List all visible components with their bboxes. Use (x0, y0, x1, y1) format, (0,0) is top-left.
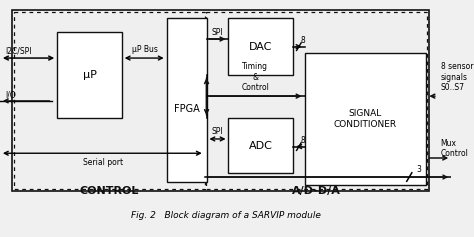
Bar (228, 18, 293, 75)
Bar (166, 18, 207, 182)
Text: FPGA: FPGA (173, 105, 200, 114)
Text: Fig. 2   Block diagram of a SARVIP module: Fig. 2 Block diagram of a SARVIP module (131, 211, 320, 220)
Text: 8: 8 (301, 36, 305, 46)
Text: SPI: SPI (211, 28, 223, 37)
Bar (12, 10, 429, 191)
Text: 8 sensor
signals
S0..S7: 8 sensor signals S0..S7 (441, 62, 473, 92)
Text: 3: 3 (416, 165, 421, 174)
Text: SIGNAL
CONDITIONER: SIGNAL CONDITIONER (334, 109, 397, 129)
Text: ADC: ADC (249, 141, 273, 151)
Text: CONTROL: CONTROL (80, 186, 139, 196)
Text: Serial port: Serial port (83, 158, 123, 167)
Text: DAC: DAC (249, 42, 273, 52)
Text: I2C/SPI: I2C/SPI (5, 47, 31, 56)
Text: μP Bus: μP Bus (132, 45, 158, 54)
Text: I/O: I/O (5, 91, 16, 100)
Bar (305, 53, 427, 185)
Bar (206, 12, 428, 189)
Text: Timing
&
Control: Timing & Control (241, 62, 269, 92)
Text: 8: 8 (301, 136, 305, 145)
Text: SPI: SPI (211, 127, 223, 136)
Text: Mux
Control: Mux Control (441, 139, 469, 158)
Bar (228, 118, 293, 173)
Text: μP: μP (82, 70, 96, 80)
Bar (57, 32, 122, 118)
Bar (14, 12, 205, 189)
Text: A/D-D/A: A/D-D/A (292, 186, 340, 196)
